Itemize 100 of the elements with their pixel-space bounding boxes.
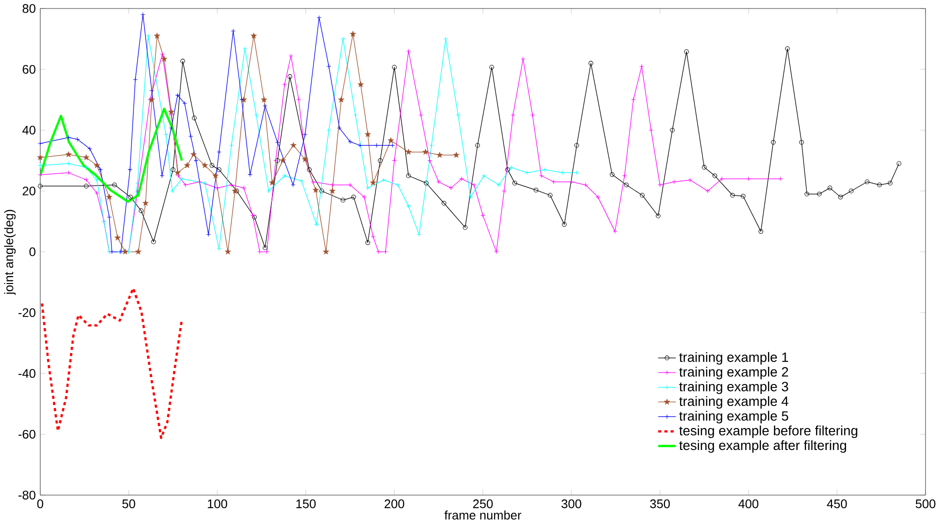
- point: [161, 56, 168, 62]
- point: [216, 168, 222, 172]
- point: [262, 246, 268, 250]
- point: [275, 140, 280, 145]
- point: [202, 162, 208, 168]
- point: [828, 186, 832, 190]
- legend-label: training example 1: [679, 352, 788, 365]
- legend-label: training example 3: [679, 382, 788, 394]
- point: [758, 229, 764, 234]
- x-tick-label: 350: [650, 500, 670, 508]
- point: [146, 34, 151, 38]
- point: [135, 180, 140, 186]
- point: [106, 194, 112, 200]
- legend-label: tesing example before filtering: [679, 426, 858, 438]
- point: [65, 151, 72, 158]
- y-tick-label: 40: [22, 126, 36, 135]
- point: [364, 131, 371, 138]
- point: [75, 137, 80, 142]
- point: [202, 180, 208, 186]
- y-tick-label: 20: [22, 186, 36, 196]
- point: [405, 148, 412, 155]
- point: [138, 208, 144, 214]
- y-tick-label: 0: [29, 248, 36, 256]
- point: [416, 232, 422, 237]
- point: [482, 174, 486, 178]
- point: [224, 248, 232, 255]
- point: [83, 154, 90, 160]
- point: [132, 77, 138, 82]
- point: [548, 193, 552, 198]
- point: [106, 214, 112, 220]
- point: [388, 137, 394, 144]
- point: [290, 182, 296, 188]
- legend-label: training example 4: [679, 396, 788, 409]
- point: [190, 151, 197, 158]
- point: [406, 174, 411, 178]
- point: [365, 240, 370, 246]
- point: [888, 180, 892, 186]
- point: [307, 168, 312, 172]
- point: [475, 143, 480, 148]
- point: [442, 200, 446, 206]
- point: [37, 154, 44, 160]
- point: [358, 143, 362, 148]
- point: [338, 96, 344, 103]
- point: [785, 46, 790, 52]
- point: [392, 65, 397, 70]
- point: [288, 74, 292, 80]
- point: [381, 178, 386, 182]
- point: [84, 184, 89, 189]
- point: [135, 248, 142, 255]
- y-tick-label: -20: [18, 308, 36, 318]
- point: [542, 168, 548, 172]
- point: [154, 32, 160, 39]
- point: [84, 165, 89, 170]
- point: [684, 50, 689, 54]
- point: [128, 194, 133, 200]
- point: [508, 165, 514, 170]
- point: [66, 135, 71, 140]
- point: [210, 163, 214, 168]
- point: [496, 182, 502, 188]
- point: [489, 65, 494, 70]
- point: [640, 193, 645, 198]
- point: [230, 28, 236, 34]
- point: [175, 93, 180, 98]
- line-series: [40, 287, 183, 440]
- point: [174, 170, 181, 176]
- point: [160, 174, 164, 178]
- point: [610, 172, 614, 178]
- y-axis-title: joint angle(deg): [4, 210, 16, 295]
- legend-label: training example 2: [679, 366, 788, 380]
- point: [358, 81, 364, 88]
- point: [128, 168, 132, 172]
- point: [740, 194, 746, 199]
- point: [98, 168, 103, 172]
- point: [353, 112, 358, 118]
- point: [770, 140, 776, 145]
- point: [348, 140, 352, 144]
- point: [170, 188, 175, 194]
- point: [702, 165, 707, 170]
- line-series: [40, 108, 184, 203]
- point: [148, 96, 155, 103]
- point: [370, 180, 376, 186]
- point: [299, 178, 304, 184]
- point: [524, 170, 530, 176]
- point: [216, 150, 222, 155]
- point: [216, 246, 222, 252]
- point: [94, 178, 100, 182]
- y-tick-label: 80: [22, 4, 36, 14]
- point: [250, 32, 257, 39]
- point: [453, 152, 460, 158]
- point: [624, 182, 629, 188]
- point: [260, 96, 268, 103]
- point: [436, 152, 443, 158]
- x-tick-label: 150: [296, 500, 316, 508]
- point: [505, 168, 510, 172]
- point: [656, 214, 660, 218]
- x-tick-label: 400: [738, 500, 758, 508]
- point: [468, 194, 473, 200]
- point: [206, 232, 211, 237]
- point: [269, 180, 276, 186]
- point: [462, 225, 468, 230]
